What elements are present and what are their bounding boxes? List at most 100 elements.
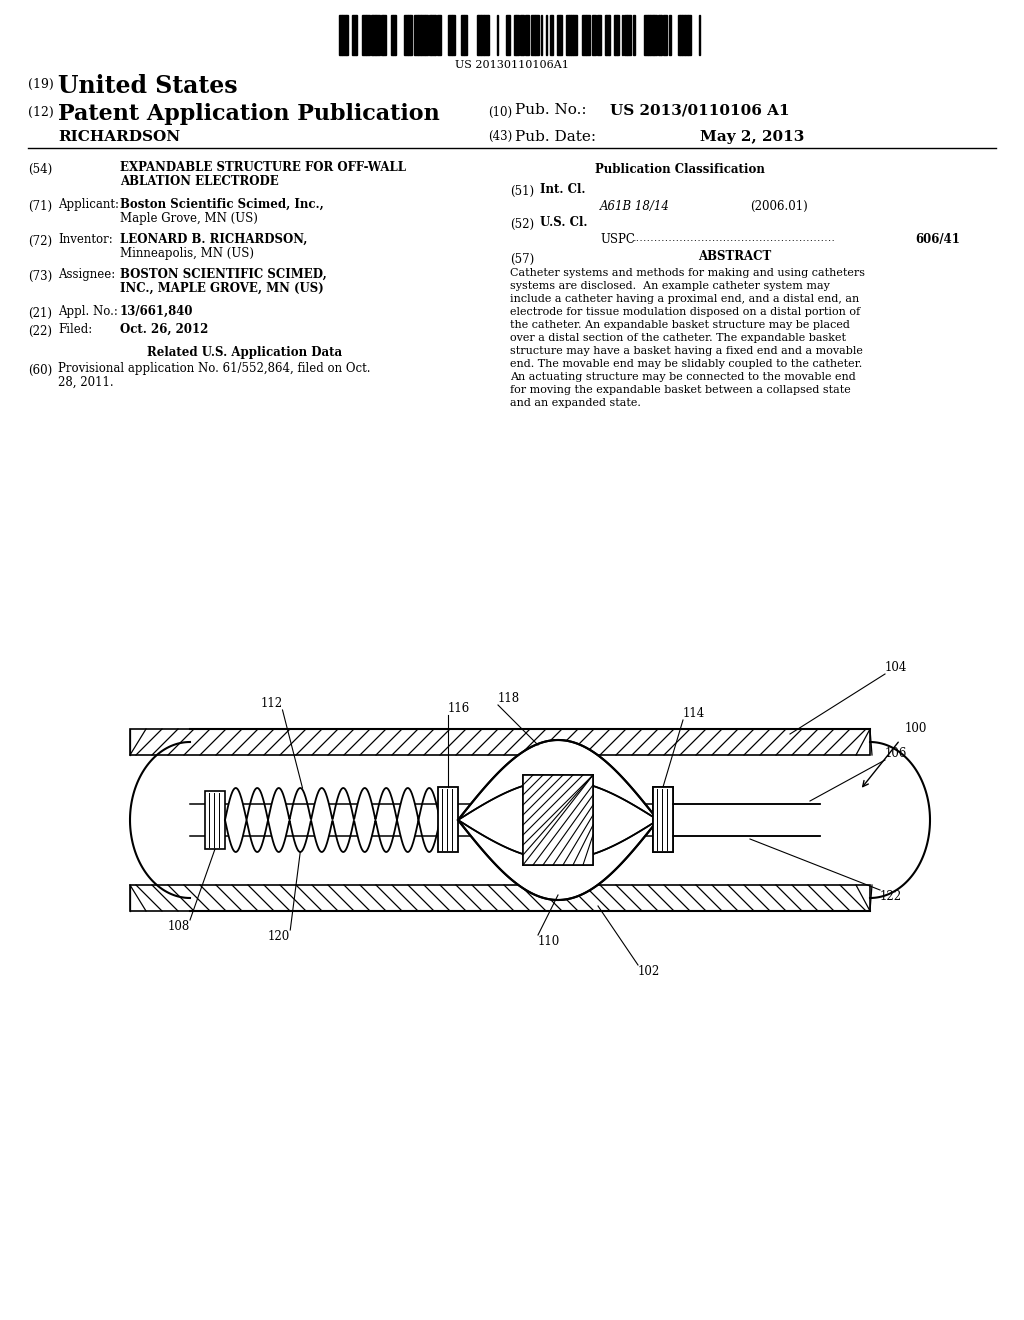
Text: Inventor:: Inventor: bbox=[58, 234, 113, 246]
Text: 110: 110 bbox=[538, 935, 560, 948]
Bar bbox=[573, 15, 577, 55]
Text: Publication Classification: Publication Classification bbox=[595, 162, 765, 176]
Text: EXPANDABLE STRUCTURE FOR OFF-WALL: EXPANDABLE STRUCTURE FOR OFF-WALL bbox=[120, 161, 406, 174]
Bar bbox=[130, 729, 870, 755]
Bar bbox=[342, 15, 346, 55]
Bar bbox=[557, 15, 560, 55]
Bar bbox=[586, 15, 590, 55]
Text: 106: 106 bbox=[885, 747, 907, 760]
Bar bbox=[523, 775, 593, 865]
Bar bbox=[437, 15, 441, 55]
Bar bbox=[410, 15, 412, 55]
Bar bbox=[205, 791, 225, 849]
Bar bbox=[383, 15, 386, 55]
Text: (72): (72) bbox=[28, 235, 52, 248]
Text: 116: 116 bbox=[449, 702, 470, 715]
Bar bbox=[617, 15, 618, 55]
Bar bbox=[130, 884, 870, 911]
Text: Applicant:: Applicant: bbox=[58, 198, 119, 211]
Bar bbox=[678, 15, 680, 55]
Text: Provisional application No. 61/552,864, filed on Oct.: Provisional application No. 61/552,864, … bbox=[58, 362, 371, 375]
Text: Catheter systems and methods for making and using catheters: Catheter systems and methods for making … bbox=[510, 268, 865, 279]
Bar bbox=[523, 775, 593, 865]
Bar bbox=[366, 15, 370, 55]
Bar bbox=[425, 15, 428, 55]
Bar bbox=[404, 15, 408, 55]
Text: May 2, 2013: May 2, 2013 bbox=[700, 129, 805, 144]
Bar bbox=[438, 787, 458, 851]
Text: ABLATION ELECTRODE: ABLATION ELECTRODE bbox=[120, 176, 279, 187]
Text: systems are disclosed.  An example catheter system may: systems are disclosed. An example cathet… bbox=[510, 281, 829, 290]
Bar bbox=[566, 15, 569, 55]
Text: Maple Grove, MN (US): Maple Grove, MN (US) bbox=[120, 213, 258, 224]
Text: and an expanded state.: and an expanded state. bbox=[510, 399, 641, 408]
Bar bbox=[560, 15, 562, 55]
Bar bbox=[680, 15, 682, 55]
Text: 102: 102 bbox=[638, 965, 660, 978]
Bar bbox=[452, 15, 455, 55]
Text: BOSTON SCIENTIFIC SCIMED,: BOSTON SCIENTIFIC SCIMED, bbox=[120, 268, 327, 281]
Text: (60): (60) bbox=[28, 364, 52, 378]
Text: 28, 2011.: 28, 2011. bbox=[58, 376, 114, 389]
Text: Oct. 26, 2012: Oct. 26, 2012 bbox=[120, 323, 208, 337]
Polygon shape bbox=[354, 788, 376, 851]
Polygon shape bbox=[311, 788, 333, 851]
Bar bbox=[531, 15, 535, 55]
Bar bbox=[535, 15, 539, 55]
Bar bbox=[615, 15, 617, 55]
Bar bbox=[654, 15, 657, 55]
Bar bbox=[606, 15, 609, 55]
Text: ABSTRACT: ABSTRACT bbox=[698, 249, 772, 263]
Bar bbox=[429, 15, 431, 55]
Bar bbox=[682, 15, 685, 55]
Bar bbox=[481, 15, 484, 55]
Text: 112: 112 bbox=[260, 697, 283, 710]
Text: Minneapolis, MN (US): Minneapolis, MN (US) bbox=[120, 247, 254, 260]
Text: Int. Cl.: Int. Cl. bbox=[540, 183, 586, 195]
Bar bbox=[449, 15, 452, 55]
Bar bbox=[569, 15, 571, 55]
Bar bbox=[414, 15, 418, 55]
Bar bbox=[514, 15, 516, 55]
Text: (73): (73) bbox=[28, 271, 52, 282]
Text: 104: 104 bbox=[885, 661, 907, 675]
Text: 122: 122 bbox=[880, 890, 902, 903]
Text: (43): (43) bbox=[488, 129, 512, 143]
Bar bbox=[352, 15, 356, 55]
Text: U.S. Cl.: U.S. Cl. bbox=[540, 216, 588, 228]
Text: (19): (19) bbox=[28, 78, 53, 91]
Bar bbox=[421, 15, 425, 55]
Text: Appl. No.:: Appl. No.: bbox=[58, 305, 118, 318]
Bar bbox=[393, 15, 395, 55]
Bar bbox=[644, 15, 648, 55]
Bar bbox=[381, 15, 383, 55]
Text: end. The movable end may be slidably coupled to the catheter.: end. The movable end may be slidably cou… bbox=[510, 359, 862, 370]
Bar bbox=[464, 15, 467, 55]
Bar bbox=[376, 15, 380, 55]
Bar bbox=[624, 15, 627, 55]
Text: (21): (21) bbox=[28, 308, 52, 319]
Bar bbox=[478, 15, 481, 55]
Bar bbox=[506, 15, 510, 55]
Text: 118: 118 bbox=[498, 692, 520, 705]
Bar bbox=[525, 15, 529, 55]
Text: 13/661,840: 13/661,840 bbox=[120, 305, 194, 318]
Text: for moving the expandable basket between a collapsed state: for moving the expandable basket between… bbox=[510, 385, 851, 395]
Bar bbox=[520, 15, 524, 55]
Bar bbox=[688, 15, 691, 55]
Bar bbox=[582, 15, 586, 55]
Bar bbox=[685, 15, 688, 55]
Text: An actuating structure may be connected to the movable end: An actuating structure may be connected … bbox=[510, 372, 856, 381]
Bar bbox=[339, 15, 342, 55]
Text: US 2013/0110106 A1: US 2013/0110106 A1 bbox=[610, 103, 790, 117]
Text: Pub. No.:: Pub. No.: bbox=[515, 103, 587, 117]
Bar bbox=[408, 15, 410, 55]
Text: Related U.S. Application Data: Related U.S. Application Data bbox=[147, 346, 343, 359]
Text: structure may have a basket having a fixed end and a movable: structure may have a basket having a fix… bbox=[510, 346, 863, 356]
Bar bbox=[648, 15, 650, 55]
Text: United States: United States bbox=[58, 74, 238, 98]
Text: 606/41: 606/41 bbox=[915, 234, 961, 246]
Text: A61B 18/14: A61B 18/14 bbox=[600, 201, 670, 213]
Polygon shape bbox=[397, 788, 419, 851]
Text: INC., MAPLE GROVE, MN (US): INC., MAPLE GROVE, MN (US) bbox=[120, 282, 324, 294]
